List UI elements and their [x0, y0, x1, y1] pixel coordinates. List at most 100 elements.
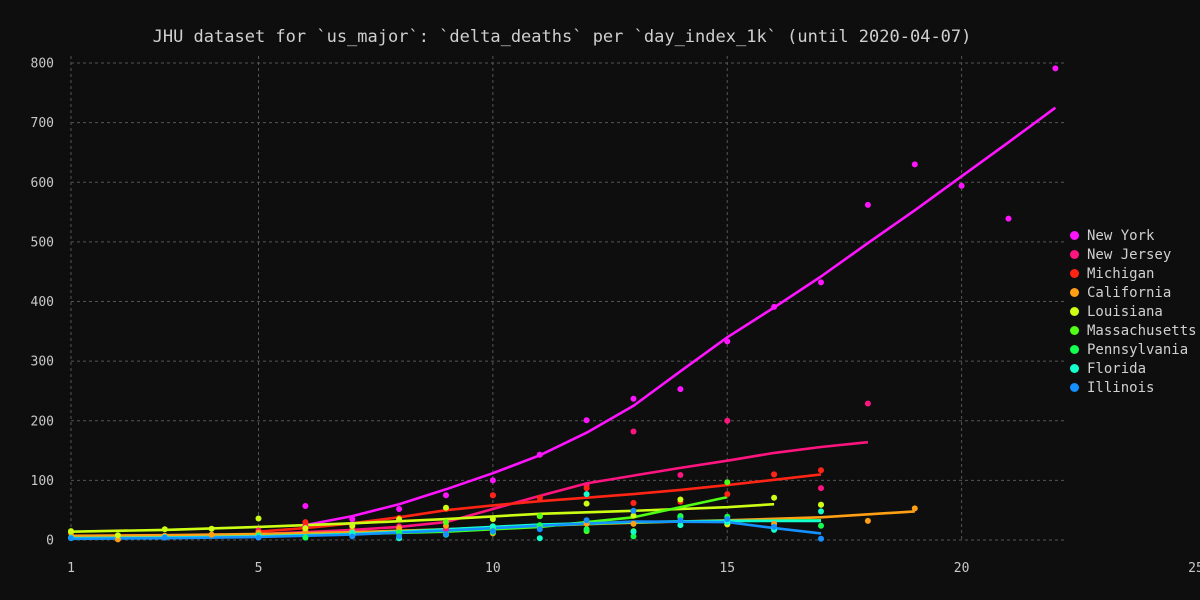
trend-lines: [70, 106, 1057, 541]
point-california: [630, 520, 637, 527]
y-tick-label: 100: [31, 474, 54, 489]
x-tick-label: 5: [255, 561, 263, 576]
point-new-york: [630, 395, 637, 402]
point-new-york: [911, 161, 918, 168]
point-louisiana: [771, 494, 778, 501]
legend-marker: [1070, 250, 1079, 259]
legend-marker: [1070, 383, 1079, 392]
point-new-jersey: [677, 472, 684, 478]
point-louisiana: [677, 496, 684, 503]
point-new-york: [349, 516, 356, 523]
point-illinois: [583, 517, 590, 524]
legend-item-new-jersey: New Jersey: [1070, 245, 1197, 264]
point-new-jersey: [630, 428, 637, 435]
point-pennsylvania: [630, 533, 637, 540]
point-new-york: [724, 338, 731, 345]
point-illinois: [677, 517, 684, 524]
point-michigan: [771, 471, 778, 478]
point-new-york: [536, 451, 543, 458]
point-illinois: [161, 534, 168, 541]
point-illinois: [724, 516, 731, 523]
point-louisiana: [208, 525, 215, 532]
point-new-york: [864, 201, 871, 208]
legend-item-california: California: [1070, 283, 1197, 302]
legend-label: New Jersey: [1087, 246, 1172, 263]
x-tick-label: 25: [1188, 561, 1200, 576]
point-louisiana: [161, 526, 168, 533]
point-louisiana: [68, 528, 74, 535]
legend-label: Michigan: [1087, 265, 1155, 282]
point-michigan: [724, 491, 731, 498]
y-tick-label: 200: [31, 414, 54, 429]
trend-line-new-jersey: [258, 440, 869, 536]
point-new-jersey: [864, 400, 871, 407]
legend-item-new-york: New York: [1070, 226, 1197, 245]
point-louisiana: [489, 516, 496, 523]
point-california: [396, 525, 403, 532]
point-new-jersey: [724, 417, 731, 424]
x-tick-label: 10: [485, 561, 501, 576]
point-louisiana: [349, 522, 356, 529]
point-louisiana: [818, 501, 824, 508]
y-tick-label: 800: [31, 57, 54, 72]
point-illinois: [818, 535, 824, 542]
legend-label: Pennsylvania: [1087, 341, 1189, 358]
point-new-york: [396, 506, 403, 512]
legend-item-illinois: Illinois: [1070, 378, 1197, 397]
legend-marker: [1070, 345, 1079, 354]
point-illinois: [489, 528, 496, 535]
legend-marker: [1070, 288, 1079, 297]
point-illinois: [443, 531, 449, 537]
trend-line-louisiana: [70, 502, 775, 533]
legend-label: Massachusetts: [1087, 322, 1197, 339]
point-florida: [630, 528, 637, 535]
point-new-york: [677, 386, 684, 393]
point-pennsylvania: [818, 522, 824, 529]
legend-item-pennsylvania: Pennsylvania: [1070, 340, 1197, 359]
point-louisiana: [255, 515, 262, 522]
x-tick-label: 15: [719, 561, 735, 576]
legend-label: California: [1087, 284, 1172, 301]
point-pennsylvania: [677, 513, 684, 520]
legend-label: Illinois: [1087, 379, 1155, 396]
trend-line-new-york: [305, 106, 1057, 527]
point-new-york: [443, 492, 449, 499]
point-illinois: [68, 535, 74, 542]
x-tick-label: 20: [954, 561, 970, 576]
point-california: [864, 517, 871, 524]
point-new-york: [1005, 215, 1012, 222]
point-new-york: [771, 303, 778, 310]
point-louisiana: [302, 525, 309, 532]
point-new-york: [583, 417, 590, 424]
x-tick-label: 1: [67, 561, 75, 576]
point-illinois: [349, 533, 356, 540]
point-new-york: [302, 503, 309, 509]
legend-item-louisiana: Louisiana: [1070, 302, 1197, 321]
point-louisiana: [630, 512, 637, 519]
point-michigan: [489, 492, 496, 499]
point-florida: [536, 535, 543, 542]
y-tick-label: 300: [31, 355, 54, 370]
point-illinois: [536, 526, 543, 533]
legend-marker: [1070, 326, 1079, 335]
point-massachusetts: [724, 479, 731, 486]
data-points: [68, 65, 1059, 543]
y-tick-label: 700: [31, 116, 54, 131]
legend-item-massachusetts: Massachusetts: [1070, 321, 1197, 340]
point-pennsylvania: [583, 526, 590, 533]
point-michigan: [583, 485, 590, 492]
legend-label: New York: [1087, 227, 1155, 244]
point-pennsylvania: [536, 522, 543, 529]
point-michigan: [302, 519, 309, 526]
point-new-york: [1052, 65, 1059, 72]
point-michigan: [630, 500, 637, 506]
point-michigan: [818, 467, 824, 474]
point-illinois: [255, 534, 262, 541]
legend-marker: [1070, 231, 1079, 240]
point-florida: [583, 491, 590, 498]
point-pennsylvania: [302, 534, 309, 541]
point-california: [114, 536, 121, 543]
legend-label: Louisiana: [1087, 303, 1163, 320]
